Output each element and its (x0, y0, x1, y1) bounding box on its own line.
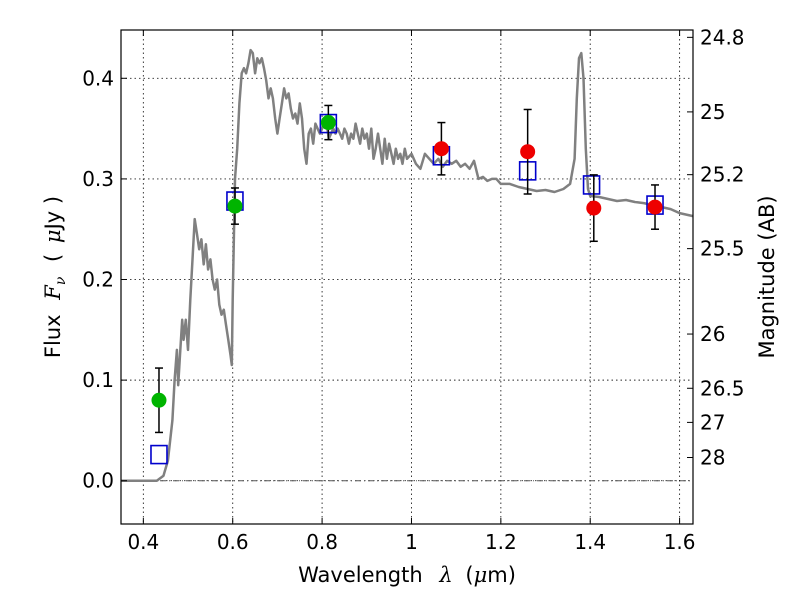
y2-tick-label: 24.8 (700, 25, 745, 49)
y2-axis-label: Magnitude (AB) (755, 195, 779, 358)
y2-tick-label: 25.2 (700, 163, 745, 187)
x-tick-label: 1.4 (574, 530, 606, 554)
model-photometry-square (150, 444, 168, 465)
grid-layer (121, 30, 693, 524)
y2-tick-label: 25 (700, 100, 725, 124)
y-tick-label: 0.0 (82, 469, 114, 493)
photometry-point (433, 141, 449, 157)
photometry-point (320, 115, 336, 131)
photometry-point (227, 198, 243, 214)
y2-tick-label: 26.5 (700, 376, 745, 400)
photometry-point (647, 199, 663, 215)
plot-frame (120, 29, 694, 525)
photometry-point (520, 144, 536, 160)
y2-tick-label: 26 (700, 322, 725, 346)
x-tick-label: 0.4 (127, 530, 159, 554)
photometry-point (586, 200, 602, 216)
x-axis-label: Wavelength λ (μm) (298, 563, 516, 587)
y-tick-label: 0.1 (82, 368, 114, 392)
model-photometry-square (582, 175, 601, 195)
y-axis-label: Flux Fν ( μJy ) (41, 196, 70, 358)
y-tick-label: 0.4 (82, 66, 114, 90)
photometry-point (151, 392, 167, 408)
y2-tick-label: 27 (700, 410, 725, 434)
y2-tick-label: 25.5 (700, 237, 745, 261)
y-tick-label: 0.2 (82, 268, 114, 292)
x-tick-label: 1.2 (485, 530, 517, 554)
x-tick-label: 0.6 (217, 530, 249, 554)
y2-tick-label: 28 (700, 445, 725, 469)
x-tick-label: 1.6 (664, 530, 696, 554)
y-tick-label: 0.3 (82, 167, 114, 191)
x-tick-label: 1 (405, 530, 418, 554)
x-tick-label: 0.8 (306, 530, 338, 554)
tick-layer: 0.4 0.6 0.8 1 1.2 1.4 1.6 0.0 0.1 0.2 0.3 0.4 24.8 25… (82, 25, 744, 554)
series-layer (121, 48, 694, 482)
sed-model-line (121, 48, 694, 482)
